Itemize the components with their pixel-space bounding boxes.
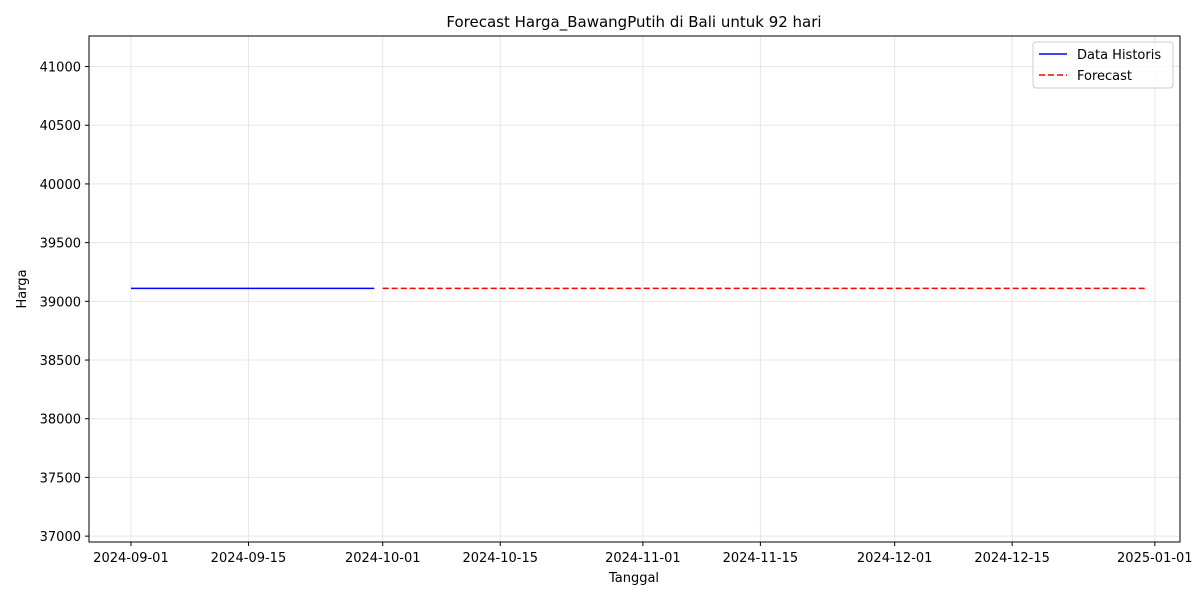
y-tick-label: 38500: [40, 354, 81, 369]
legend-label-forecast: Forecast: [1077, 69, 1132, 84]
x-tick-label: 2024-12-01: [857, 551, 933, 566]
legend-label-historis: Data Historis: [1077, 48, 1161, 63]
legend: Data Historis Forecast: [1032, 41, 1174, 89]
y-tick-label: 37000: [40, 530, 81, 545]
y-tick-label: 41000: [40, 61, 81, 76]
x-tick-label: 2024-09-15: [211, 551, 287, 566]
y-tick-label: 40000: [40, 178, 81, 193]
y-axis-label: Harga: [15, 269, 30, 308]
x-tick-label: 2024-11-01: [605, 551, 681, 566]
x-tick-label: 2025-01-01: [1117, 551, 1193, 566]
plot-frame: [88, 35, 1181, 543]
x-tick-label: 2024-10-01: [345, 551, 421, 566]
x-tick-label: 2024-11-15: [723, 551, 799, 566]
chart-title: Forecast Harga_BawangPutih di Bali untuk…: [446, 13, 821, 32]
axis-ticks: 37000 37500 38000 38500 39000 39500 40000 40500…: [40, 61, 1193, 566]
x-axis-label: Tanggal: [608, 571, 659, 586]
legend-box: [1032, 41, 1174, 89]
y-tick-label: 39000: [40, 295, 81, 310]
y-tick-label: 40500: [40, 119, 81, 134]
y-tick-label: 37500: [40, 471, 81, 486]
y-tick-label: 39500: [40, 237, 81, 252]
x-tick-label: 2024-09-01: [93, 551, 169, 566]
y-tick-label: 38000: [40, 413, 81, 428]
x-tick-label: 2024-10-15: [462, 551, 538, 566]
x-tick-label: 2024-12-15: [974, 551, 1050, 566]
